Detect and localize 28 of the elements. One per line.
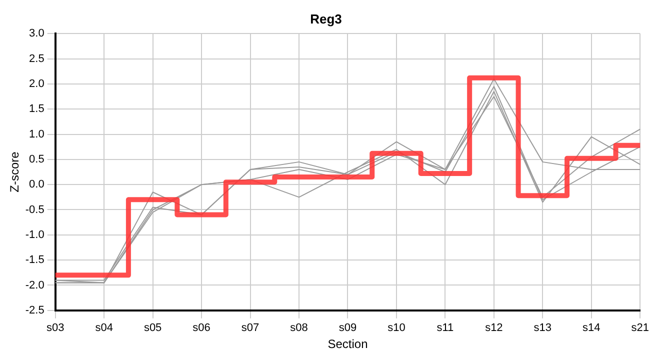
x-tick-label: s05 — [144, 322, 162, 334]
x-axis-title: Section — [328, 337, 368, 352]
x-tick-label: s12 — [485, 322, 503, 334]
y-tick-label: 1.0 — [29, 128, 44, 140]
y-axis-title: Z-score — [8, 151, 22, 192]
x-tick-label: s03 — [46, 322, 64, 334]
y-tick-label: -2.5 — [25, 304, 44, 316]
x-tick-label: s09 — [338, 322, 357, 334]
y-tick-label: -0.5 — [25, 204, 44, 216]
x-tick-label: s08 — [290, 322, 308, 334]
y-tick-label: 2.0 — [29, 78, 44, 90]
x-tick-label: s13 — [534, 322, 552, 334]
y-tick-label: -1.5 — [25, 254, 44, 266]
x-tick-label: s06 — [192, 322, 210, 334]
x-tick-label: s21 — [631, 322, 650, 334]
y-tick-label: -1.0 — [25, 228, 44, 241]
x-tick-label: s11 — [436, 322, 454, 334]
y-tick-label: 0.0 — [29, 178, 44, 191]
chart-title: Reg3 — [310, 11, 342, 26]
y-tick-label: -2.0 — [25, 279, 44, 292]
y-tick-label: 1.5 — [29, 103, 44, 116]
x-tick-label: s07 — [241, 322, 260, 334]
y-tick-label: 3.0 — [29, 28, 44, 40]
x-tick-label: s14 — [582, 322, 600, 334]
x-tick-label: s10 — [388, 322, 406, 334]
x-tick-label: s04 — [95, 322, 113, 334]
y-tick-label: 2.5 — [29, 52, 44, 65]
y-tick-label: 0.5 — [29, 153, 44, 166]
